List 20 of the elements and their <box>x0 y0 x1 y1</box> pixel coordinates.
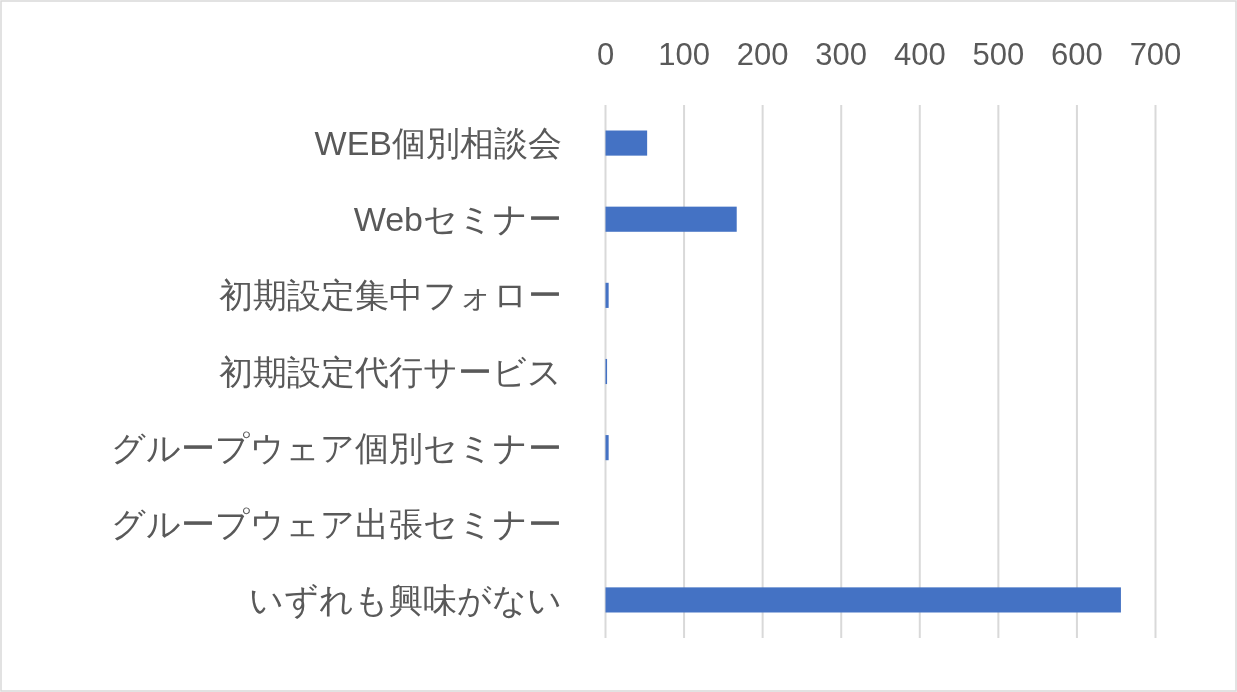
y-tick-label: グループウェア個別セミナー <box>111 428 562 467</box>
y-tick-label: 初期設定集中フォロー <box>219 276 562 315</box>
bar <box>605 587 1121 613</box>
x-tick-label: 300 <box>815 37 868 72</box>
x-tick-label: 100 <box>658 37 710 72</box>
bar <box>605 435 609 461</box>
y-tick-label: いずれも興味がない <box>249 580 562 620</box>
x-tick-label: 700 <box>1129 37 1182 72</box>
bar <box>605 282 609 308</box>
x-tick-label: 600 <box>1051 37 1103 72</box>
x-tick-label: 0 <box>596 37 615 72</box>
y-tick-label: WEB個別相談会 <box>314 124 562 163</box>
y-tick-label: Webセミナー <box>353 200 562 239</box>
x-tick-label: 200 <box>736 37 789 72</box>
y-tick-label: グループウェア出張セミナー <box>111 504 562 543</box>
x-tick-label: 500 <box>972 37 1025 72</box>
x-tick-label: 400 <box>893 37 946 72</box>
y-tick-label: 初期設定代行サービス <box>219 352 562 391</box>
bar <box>605 130 648 156</box>
bar <box>605 206 737 232</box>
